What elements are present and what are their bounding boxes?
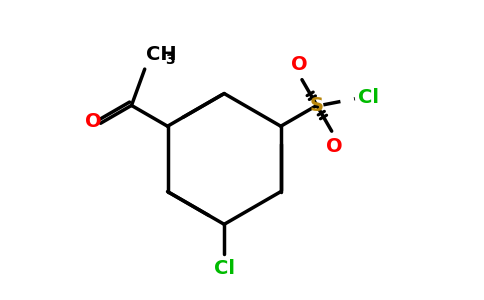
Text: S: S <box>310 96 324 115</box>
Text: O: O <box>326 136 343 155</box>
Text: Cl: Cl <box>213 260 235 278</box>
Text: O: O <box>85 112 102 131</box>
Text: CH: CH <box>146 45 177 64</box>
Text: O: O <box>291 55 307 74</box>
Text: Cl: Cl <box>359 88 379 107</box>
Text: 3: 3 <box>165 53 175 67</box>
